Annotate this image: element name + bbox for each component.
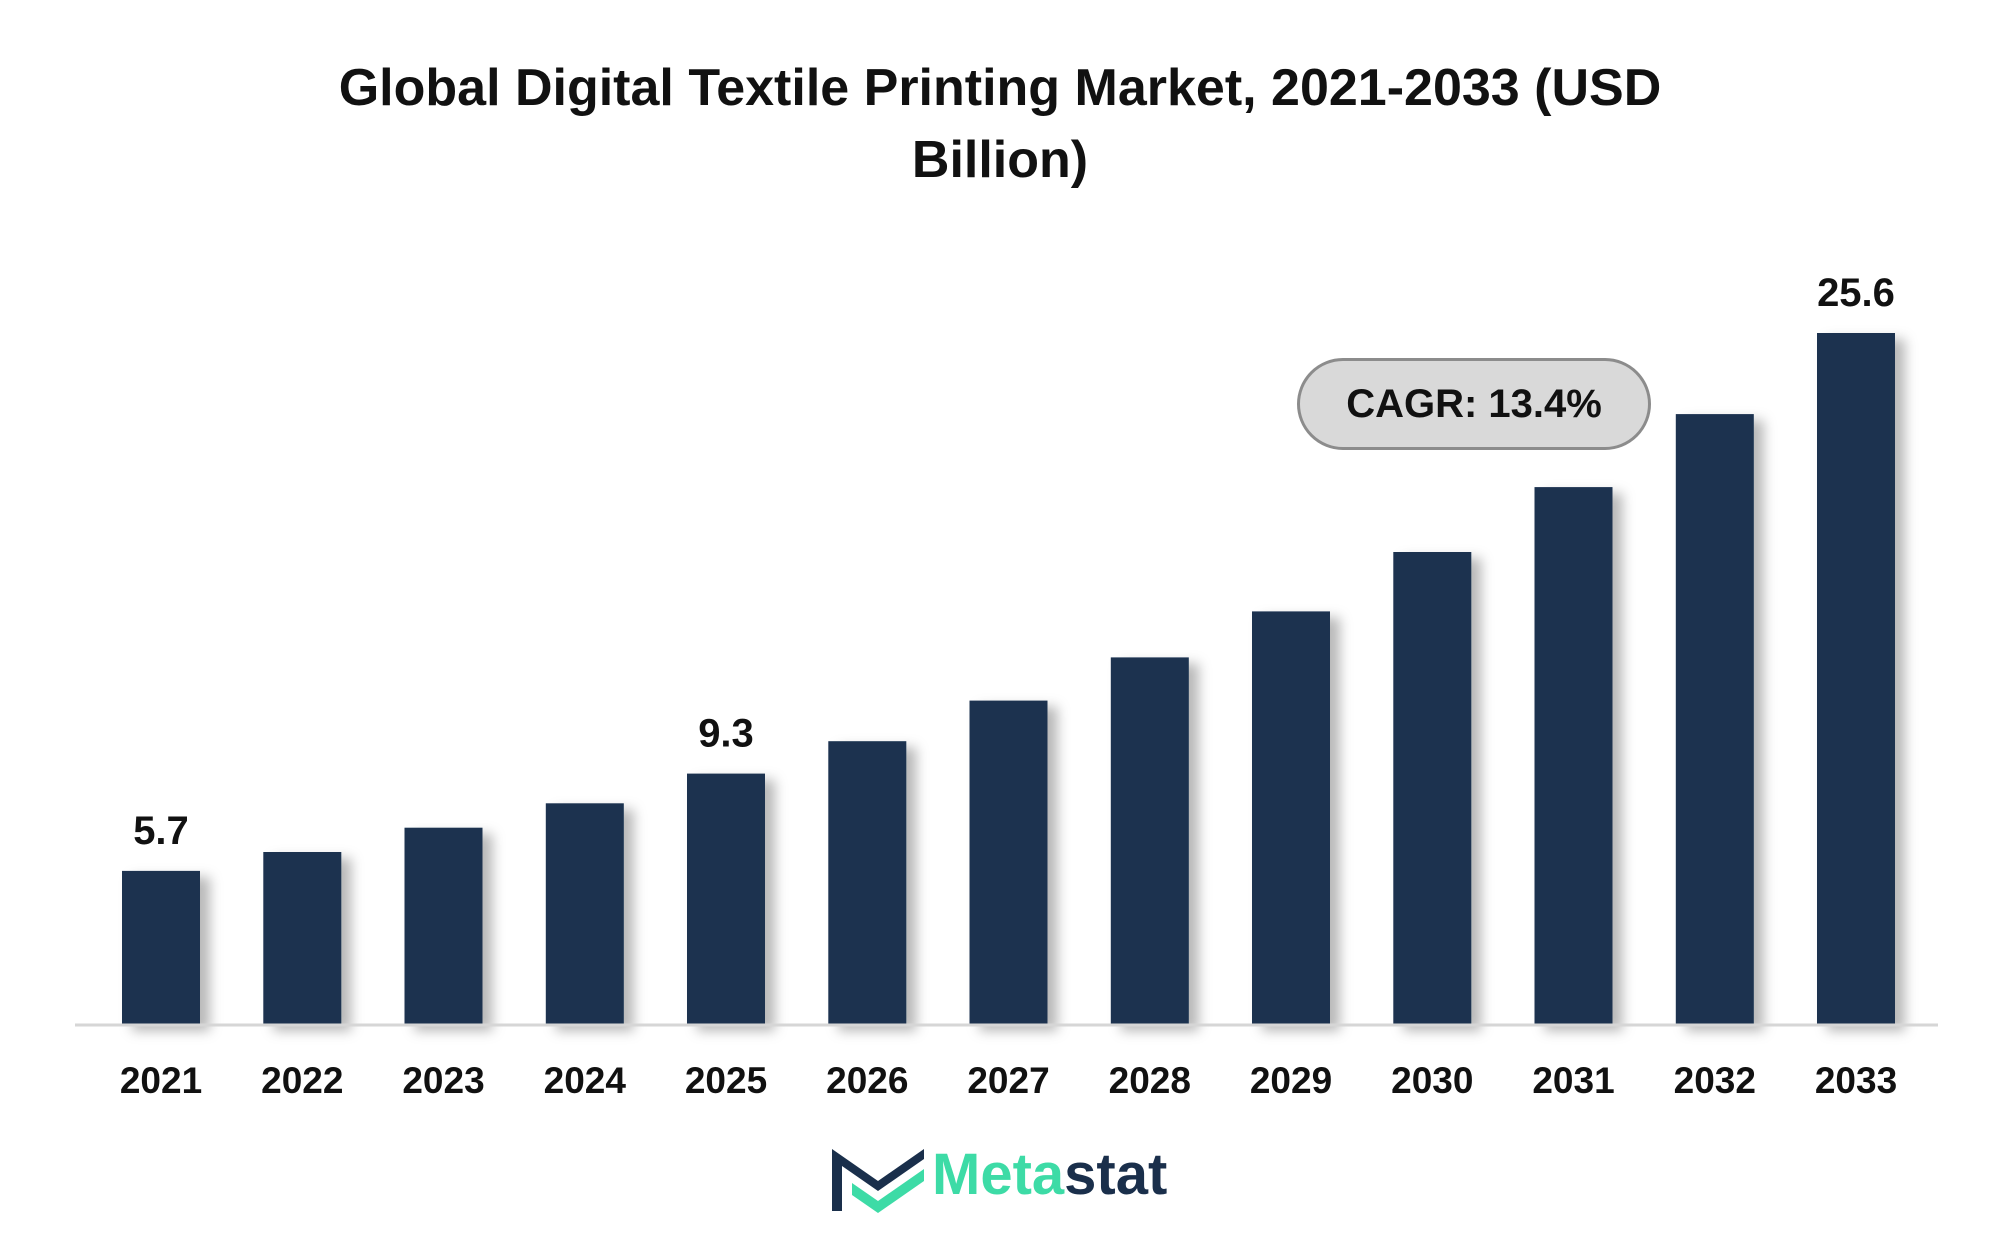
x-tick-label-2024: 2024 bbox=[544, 1060, 627, 1101]
data-label-2033: 25.6 bbox=[1817, 271, 1895, 315]
bar-2032 bbox=[1675, 414, 1754, 1026]
x-tick-label-2030: 2030 bbox=[1391, 1060, 1473, 1101]
bar-2024 bbox=[545, 803, 624, 1025]
bar-2026 bbox=[828, 741, 907, 1025]
bar-2027 bbox=[969, 700, 1048, 1025]
x-tick-label-2029: 2029 bbox=[1250, 1060, 1332, 1101]
x-tick-label-2031: 2031 bbox=[1532, 1060, 1614, 1101]
bar-2031 bbox=[1534, 487, 1613, 1026]
x-tick-label-2022: 2022 bbox=[261, 1060, 343, 1101]
x-tick-label-2028: 2028 bbox=[1109, 1060, 1191, 1101]
cagr-badge: CAGR: 13.4% bbox=[1297, 358, 1651, 450]
metastat-m-logo-icon bbox=[832, 1149, 924, 1213]
bars-group bbox=[122, 333, 1895, 1026]
chart-title: Global Digital Textile Printing Market, … bbox=[338, 59, 1662, 189]
data-labels: 5.7 9.3 25.6 bbox=[133, 271, 1895, 853]
data-label-2021: 5.7 bbox=[133, 809, 189, 853]
bar-2030 bbox=[1393, 552, 1472, 1025]
x-tick-label-2023: 2023 bbox=[402, 1060, 484, 1101]
x-tick-label-2027: 2027 bbox=[967, 1060, 1049, 1101]
logo-text-meta: Meta bbox=[932, 1142, 1065, 1207]
x-tick-label-2026: 2026 bbox=[826, 1060, 908, 1101]
bar-2028 bbox=[1110, 657, 1189, 1025]
bar-2029 bbox=[1252, 611, 1330, 1025]
bar-2023 bbox=[404, 827, 483, 1025]
bar-2021 bbox=[122, 870, 200, 1025]
bar-2033 bbox=[1817, 333, 1895, 1025]
bar-2025 bbox=[687, 773, 765, 1025]
x-tick-label-2032: 2032 bbox=[1674, 1060, 1756, 1101]
data-label-2025: 9.3 bbox=[698, 712, 754, 756]
x-tick-label-2021: 2021 bbox=[120, 1060, 202, 1101]
metastat-logo: Metastat bbox=[828, 1135, 1167, 1215]
x-axis-ticks: 2021 2022 2023 2024 2025 2026 2027 2028 2029 2030… bbox=[120, 1060, 1897, 1101]
logo-wordmark: Metastat bbox=[932, 1135, 1167, 1215]
x-tick-label-2025: 2025 bbox=[685, 1060, 767, 1101]
bar-2022 bbox=[263, 852, 342, 1025]
logo-text-stat: stat bbox=[1064, 1142, 1168, 1207]
x-tick-label-2033: 2033 bbox=[1815, 1060, 1897, 1101]
